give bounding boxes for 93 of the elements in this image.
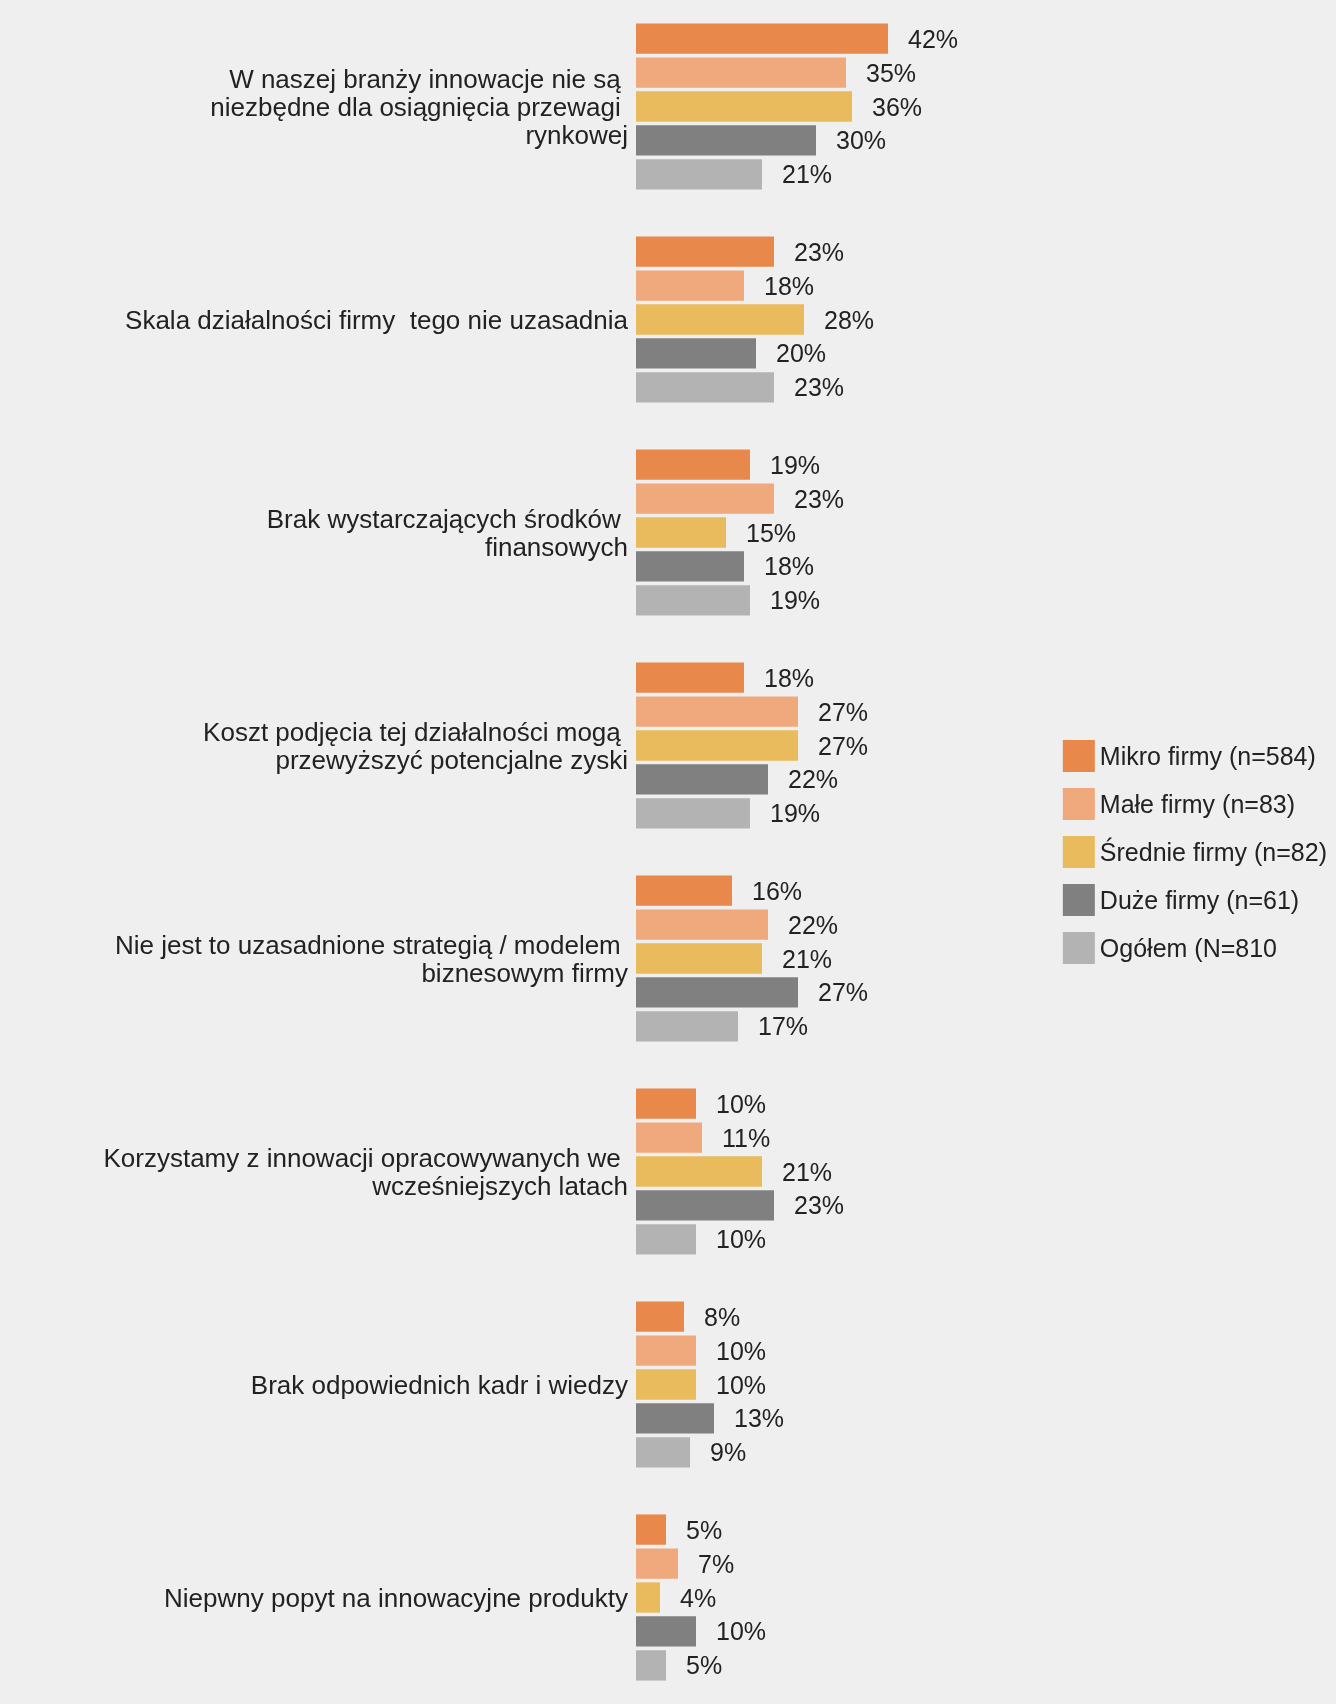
- bar: [636, 91, 852, 122]
- bar: [636, 1514, 666, 1545]
- data-label: 19%: [770, 586, 821, 615]
- data-label: 42%: [908, 24, 959, 53]
- data-label: 23%: [794, 237, 845, 266]
- bar: [636, 159, 762, 190]
- bar: [636, 1224, 696, 1255]
- bar: [636, 875, 732, 906]
- data-label: 21%: [782, 1157, 833, 1186]
- legend-label: Małe firmy (n=83): [1099, 790, 1296, 818]
- y-tick-label: Koszt podjęcia tej działalności mogą przewyższyć potencjalne zyski: [203, 716, 628, 775]
- data-label: 9%: [710, 1438, 747, 1467]
- bar: [636, 483, 774, 514]
- bar: [636, 372, 774, 403]
- data-label: 10%: [716, 1336, 767, 1365]
- bar: [636, 909, 768, 940]
- data-label: 35%: [866, 58, 917, 87]
- bar: [636, 730, 798, 761]
- bar: [636, 696, 798, 727]
- data-label: 22%: [788, 910, 839, 939]
- data-label: 28%: [824, 305, 875, 334]
- data-label: 22%: [788, 765, 839, 794]
- bar: [636, 1156, 762, 1187]
- data-label: 11%: [722, 1123, 771, 1152]
- legend-label: Duże firmy (n=61): [1099, 886, 1300, 914]
- bar: [636, 977, 798, 1008]
- legend-label: Średnie firmy (n=82): [1099, 837, 1328, 866]
- data-label: 23%: [794, 1191, 845, 1220]
- bar: [636, 1301, 684, 1332]
- bar: [636, 943, 762, 974]
- data-label: 36%: [872, 92, 923, 121]
- bar: [636, 1403, 714, 1434]
- data-label: 19%: [770, 799, 821, 828]
- bar: [636, 764, 768, 795]
- bar: [636, 1088, 696, 1119]
- data-label: 17%: [758, 1012, 809, 1041]
- bar: [636, 125, 816, 156]
- data-label: 23%: [794, 373, 845, 402]
- y-tick-label: Niepwny popyt na innowacyjne produkty: [164, 1582, 628, 1613]
- data-label: 10%: [716, 1089, 767, 1118]
- legend-label: Ogółem (N=810: [1099, 934, 1278, 962]
- data-label: 5%: [686, 1651, 723, 1680]
- y-tick-label: W naszej branży innowacje nie są niezbędne dla osiągnięcia przewagi rynkowej: [210, 63, 628, 150]
- data-label: 10%: [716, 1617, 767, 1646]
- bar: [636, 551, 744, 582]
- data-label: 19%: [770, 450, 821, 479]
- y-tick-label: Skala działalności firmy tego nie uzasadnia: [125, 304, 629, 335]
- bar: [636, 1011, 738, 1042]
- data-label: 27%: [818, 731, 869, 760]
- bar: [636, 23, 888, 54]
- data-label: 30%: [836, 126, 887, 155]
- bar: [636, 1122, 702, 1153]
- bar: [636, 585, 750, 616]
- bar: [636, 1548, 678, 1579]
- data-label: 7%: [698, 1549, 735, 1578]
- data-label: 18%: [764, 663, 815, 692]
- data-label: 18%: [764, 552, 815, 581]
- data-label: 20%: [776, 339, 827, 368]
- y-tick-label: Brak wystarczających środków finansowych: [266, 503, 628, 562]
- data-label: 13%: [734, 1404, 785, 1433]
- data-label: 18%: [764, 271, 815, 300]
- bar: [636, 270, 744, 301]
- data-label: 5%: [686, 1515, 723, 1544]
- bar: [636, 662, 744, 693]
- bar: [636, 1335, 696, 1366]
- bar: [636, 338, 756, 369]
- bar: [636, 798, 750, 829]
- bar: [636, 1369, 696, 1400]
- data-label: 21%: [782, 160, 833, 189]
- bar: [636, 1190, 774, 1221]
- data-label: 10%: [716, 1225, 767, 1254]
- bar: [636, 1582, 660, 1613]
- bar: [636, 57, 846, 88]
- data-label: 21%: [782, 944, 833, 973]
- bar: [636, 236, 774, 267]
- data-label: 23%: [794, 484, 845, 513]
- bar: [636, 1650, 666, 1681]
- y-tick-label: Brak odpowiednich kadr i wiedzy: [250, 1369, 628, 1400]
- data-label: 27%: [818, 978, 869, 1007]
- bar: [636, 449, 750, 480]
- bar: [636, 1437, 690, 1468]
- data-label: 8%: [704, 1302, 741, 1331]
- bar: [636, 1616, 696, 1647]
- data-label: 4%: [680, 1583, 717, 1612]
- data-label: 15%: [746, 518, 797, 547]
- y-tick-label: Nie jest to uzasadnione strategią / modelem biznesowym firmy: [114, 929, 628, 988]
- bar: [636, 304, 804, 335]
- data-label: 10%: [716, 1370, 767, 1399]
- data-label: 16%: [752, 876, 803, 905]
- legend-label: Mikro firmy (n=584): [1099, 742, 1316, 770]
- y-tick-label: Korzystamy z innowacji opracowywanych we wcześniejszych latach: [103, 1142, 628, 1201]
- data-label: 27%: [818, 697, 869, 726]
- bar: [636, 517, 726, 548]
